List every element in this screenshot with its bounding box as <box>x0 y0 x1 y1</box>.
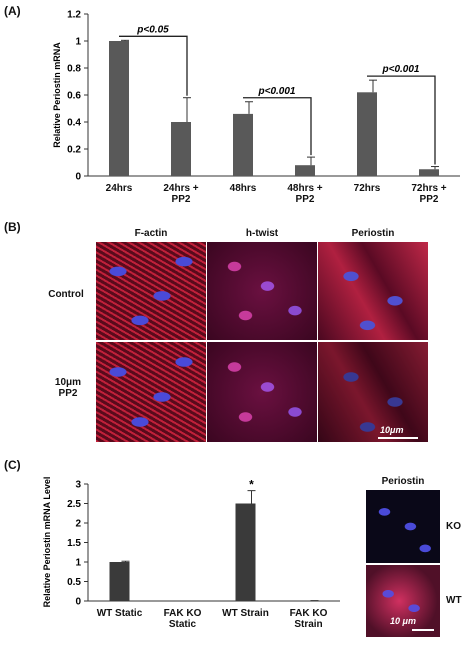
significance-bracket <box>367 75 436 165</box>
annotation: p<0.05 <box>136 24 169 35</box>
panel-label: (A) <box>4 4 21 18</box>
annotation: * <box>249 478 254 492</box>
column-label: F-actin <box>134 228 168 239</box>
panel-label: (B) <box>4 220 21 234</box>
bar <box>295 165 315 176</box>
x-tick-label: 24hrs + PP2 <box>163 183 199 205</box>
significance-bracket <box>119 35 188 96</box>
scale-label: 10 μm <box>390 616 416 626</box>
column-label: Periostin <box>351 228 395 239</box>
annotation: p<0.001 <box>382 64 420 75</box>
x-tick-label: 72hrs <box>353 183 381 194</box>
row-label: 10μm PP2 <box>54 377 82 399</box>
micrograph <box>207 342 317 442</box>
image-title: Periostin <box>381 476 425 487</box>
y-tick-label: 0.4 <box>67 118 81 129</box>
significance-bracket <box>243 97 312 156</box>
y-tick-label: 2.5 <box>67 499 81 510</box>
y-tick-label: 0.5 <box>67 577 81 588</box>
row-label: KO <box>446 521 461 532</box>
column-label: h-twist <box>245 228 279 239</box>
y-tick-label: 0.2 <box>67 145 81 156</box>
micrograph <box>366 565 440 637</box>
x-tick-label: 48hrs <box>229 183 257 194</box>
micrograph <box>96 342 206 442</box>
row-label: Control <box>48 289 84 300</box>
y-tick-label: 1 <box>75 37 81 48</box>
y-tick-label: 1.2 <box>67 10 81 21</box>
micrograph <box>366 490 440 563</box>
micrograph <box>96 242 206 340</box>
micrograph <box>207 242 317 340</box>
bar <box>235 503 256 601</box>
micrograph <box>318 242 428 340</box>
y-tick-label: 3 <box>75 480 81 491</box>
bar <box>109 562 130 601</box>
x-tick-label: WT Static <box>96 608 143 619</box>
panel-label: (C) <box>4 458 21 472</box>
micrograph <box>318 342 428 442</box>
y-axis-label: Relative Periostin mRNA Level <box>42 477 52 608</box>
y-tick-label: 1 <box>75 558 81 569</box>
x-tick-label: 24hrs <box>105 183 133 194</box>
bar <box>233 113 253 176</box>
y-tick-label: 0.6 <box>67 91 81 102</box>
scale-bar <box>378 437 418 439</box>
x-tick-label: WT Strain <box>222 608 269 619</box>
x-tick-label: 48hrs + PP2 <box>287 183 323 205</box>
annotation: p<0.001 <box>258 86 296 97</box>
bar <box>171 122 191 176</box>
bar <box>357 92 377 176</box>
y-axis-label: Relative Periostin mRNA <box>52 42 62 148</box>
y-tick-label: 0.8 <box>67 64 81 75</box>
y-tick-label: 0 <box>75 172 81 183</box>
x-tick-label: 72hrs + PP2 <box>411 183 447 205</box>
y-tick-label: 0 <box>75 597 81 608</box>
x-tick-label: FAK KO Strain <box>289 608 328 630</box>
scale-label: 10μm <box>380 425 404 435</box>
bar <box>109 41 129 176</box>
y-tick-label: 1.5 <box>67 538 81 549</box>
y-tick-label: 2 <box>75 519 81 530</box>
scale-bar <box>412 629 434 631</box>
row-label: WT <box>446 595 462 606</box>
x-tick-label: FAK KO Static <box>163 608 202 630</box>
bar <box>419 169 439 176</box>
